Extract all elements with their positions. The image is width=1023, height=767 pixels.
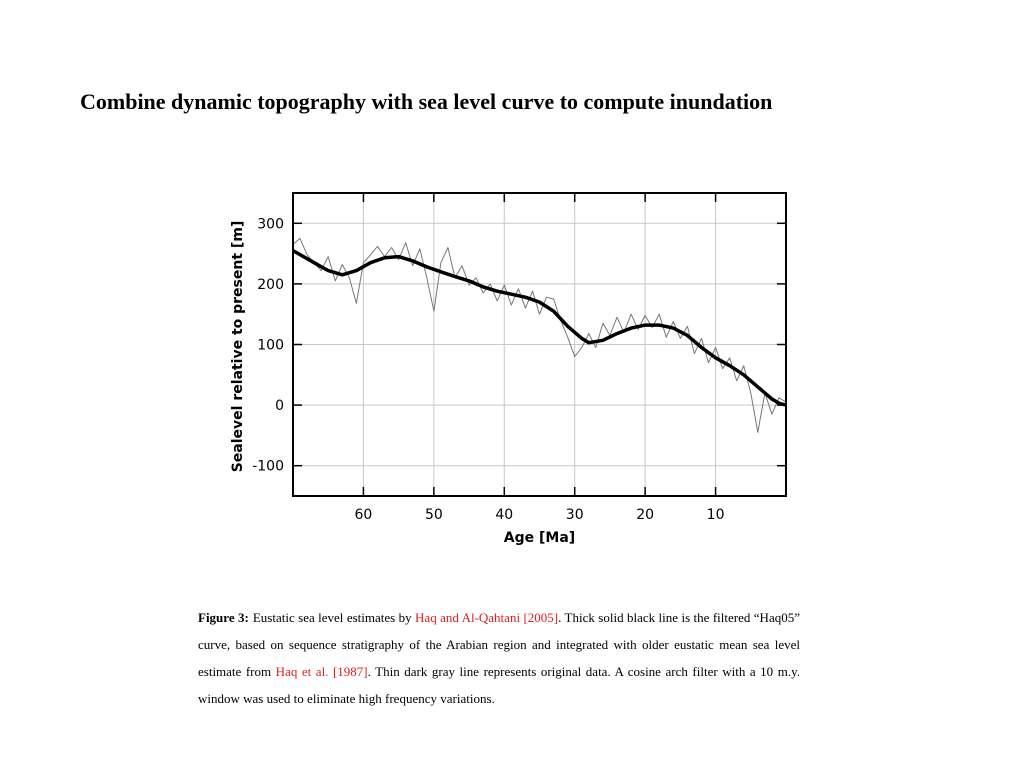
y-tick-label: -100 <box>252 459 284 475</box>
slide-title: Combine dynamic topography with sea leve… <box>80 89 773 114</box>
x-tick-label: 40 <box>495 507 513 523</box>
caption: Figure 3: Eustatic sea level estimates by… <box>198 604 800 712</box>
x-tick-label: 20 <box>636 507 654 523</box>
x-tick-label: 60 <box>355 507 373 523</box>
y-tick-label: 0 <box>275 398 284 414</box>
caption-text: . Thick solid black line is the filtered… <box>198 610 800 679</box>
chart: -100 0 100 200 300 60 50 40 30 20 10 Age [Ma] Sealev… <box>230 192 787 546</box>
y-tick-label: 300 <box>257 216 284 232</box>
x-tick-label: 50 <box>425 507 443 523</box>
y-tick-label: 100 <box>257 338 284 354</box>
caption-text: . Thin dark gray line represents origina… <box>198 664 800 706</box>
caption-label: Figure 3: <box>198 610 249 625</box>
x-axis-label: Age [Ma] <box>504 530 575 546</box>
plot-frame <box>292 192 787 497</box>
y-tick-label: 200 <box>257 277 284 293</box>
x-tick-label: 10 <box>707 507 725 523</box>
series-line <box>292 249 787 407</box>
citation-link[interactable]: Haq and Al-Qahtani [2005] <box>415 610 559 625</box>
series-line <box>292 237 787 433</box>
y-axis-label: Sealevel relative to present [m] <box>230 221 246 473</box>
caption-text: Eustatic sea level estimates by <box>252 610 416 625</box>
citation-link[interactable]: Haq et al. [1987] <box>275 664 368 679</box>
x-tick-label: 30 <box>566 507 584 523</box>
